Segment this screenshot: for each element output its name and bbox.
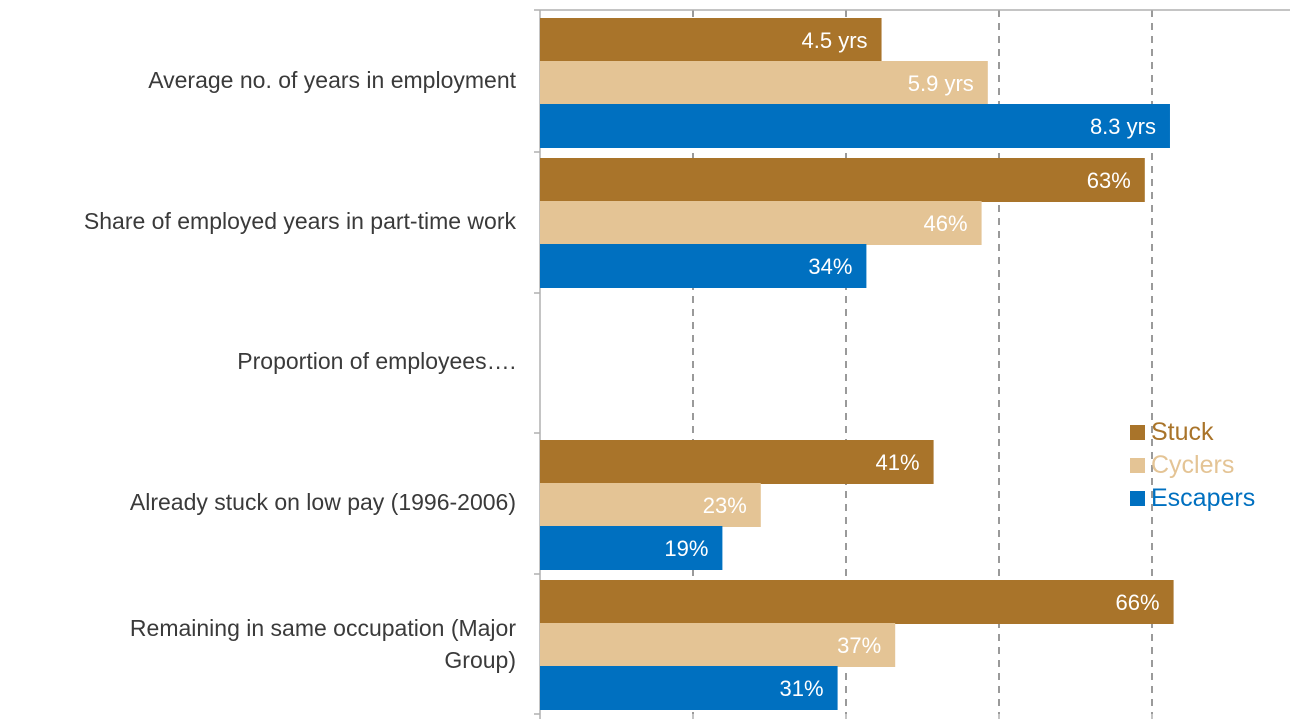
- data-label-stuck-5: 66%: [1116, 590, 1160, 615]
- bar-stuck-5: [540, 580, 1174, 624]
- data-label-escapers-1: 8.3 yrs: [1090, 114, 1156, 139]
- legend-label-stuck: Stuck: [1151, 418, 1214, 446]
- bar-cyclers-1: [540, 61, 988, 105]
- bar-stuck-1: [540, 18, 882, 62]
- data-label-cyclers-1: 5.9 yrs: [908, 71, 974, 96]
- category-label-stuck-low-pay: Already stuck on low pay (1996-2006): [129, 489, 516, 515]
- category-label-avg-years: Average no. of years in employment: [148, 67, 516, 93]
- legend-label-cyclers: Cyclers: [1151, 451, 1235, 479]
- category-label-same-occupation: Remaining in same occupation (Major Grou…: [129, 615, 516, 673]
- category-label-proportion-employees: Proportion of employees….: [237, 348, 516, 374]
- legend-item-cyclers: Cyclers: [1130, 449, 1255, 482]
- bar-escapers-4: [540, 526, 723, 570]
- legend-swatch-stuck: [1130, 425, 1145, 440]
- legend-item-stuck: Stuck: [1130, 416, 1255, 449]
- bar-stuck-4: [540, 440, 934, 484]
- bar-stuck-2: [540, 158, 1145, 202]
- data-label-cyclers-5: 37%: [837, 633, 881, 658]
- legend-item-escapers: Escapers: [1130, 482, 1255, 515]
- data-label-escapers-5: 31%: [780, 676, 824, 701]
- legend-swatch-escapers: [1130, 491, 1145, 506]
- data-label-escapers-2: 34%: [808, 254, 852, 279]
- bar-cyclers-4: [540, 483, 761, 527]
- data-label-stuck-4: 41%: [876, 450, 920, 475]
- data-label-stuck-1: 4.5 yrs: [802, 28, 868, 53]
- data-label-stuck-2: 63%: [1087, 168, 1131, 193]
- legend-swatch-cyclers: [1130, 458, 1145, 473]
- category-label-part-time-share: Share of employed years in part-time wor…: [83, 208, 516, 234]
- bar-escapers-1: [540, 104, 1170, 148]
- data-label-cyclers-2: 46%: [924, 211, 968, 236]
- data-label-escapers-4: 19%: [664, 536, 708, 561]
- legend-label-escapers: Escapers: [1151, 484, 1256, 512]
- legend: Stuck Cyclers Escapers: [1130, 416, 1255, 515]
- bar-cyclers-5: [540, 623, 896, 667]
- data-label-cyclers-4: 23%: [703, 493, 747, 518]
- bar-escapers-2: [540, 244, 867, 288]
- bar-escapers-5: [540, 666, 838, 710]
- bar-cyclers-2: [540, 201, 982, 245]
